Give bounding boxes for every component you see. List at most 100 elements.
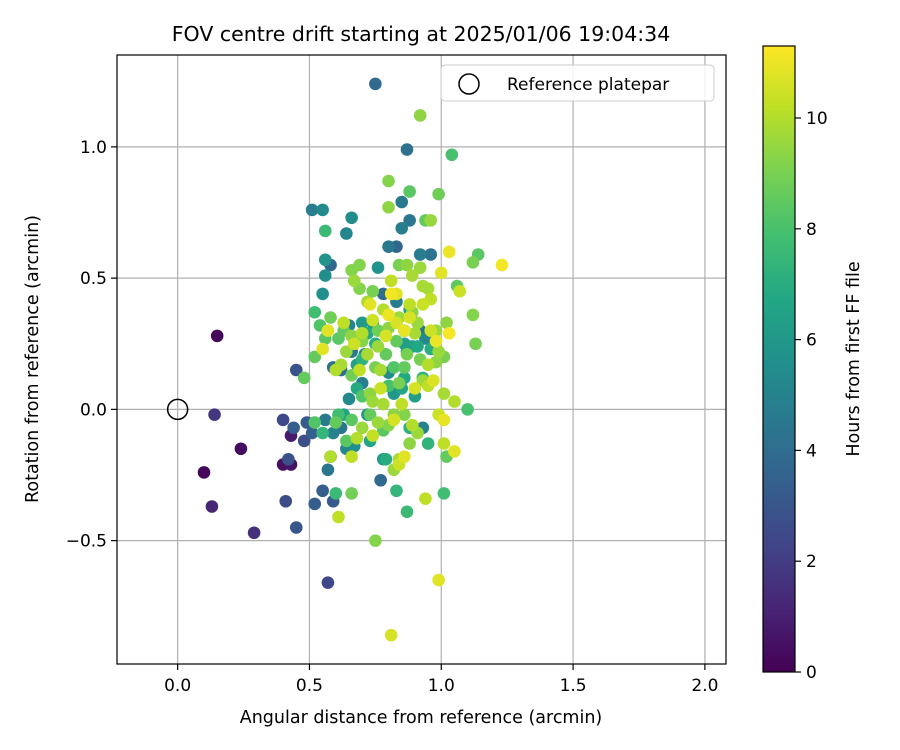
data-point (390, 484, 403, 498)
colorbar-tick-label: 2 (806, 552, 817, 572)
data-point (427, 374, 440, 387)
data-point (308, 305, 322, 319)
data-point (355, 421, 369, 435)
data-point (448, 445, 461, 458)
colorbar-tick-label: 4 (806, 441, 817, 461)
plot-frame (116, 54, 727, 665)
data-point (308, 416, 322, 429)
legend-label: Reference platepar (507, 75, 669, 95)
data-point (282, 452, 295, 466)
reference-marker-group (166, 398, 189, 421)
data-point (392, 376, 406, 390)
data-point (379, 452, 393, 466)
data-point (432, 187, 445, 201)
data-point (371, 261, 385, 274)
data-point (395, 397, 409, 411)
data-point (429, 334, 443, 348)
data-point (382, 308, 395, 322)
data-point (305, 203, 319, 217)
data-point (437, 487, 451, 500)
data-point (424, 248, 438, 261)
data-point (208, 408, 221, 421)
data-point (461, 403, 474, 416)
y-tick-label: 0.0 (80, 400, 107, 420)
x-axis-label: Angular distance from reference (arcmin) (240, 708, 603, 728)
data-point (382, 200, 395, 214)
data-point (403, 437, 416, 450)
data-point (347, 274, 361, 288)
data-point (387, 413, 401, 427)
data-point (289, 521, 303, 534)
data-point (469, 337, 482, 351)
data-point (363, 298, 377, 311)
data-point (374, 363, 387, 377)
data-point (355, 316, 369, 330)
legend-box (440, 64, 715, 102)
data-point (305, 426, 319, 440)
data-point (345, 450, 358, 463)
data-point (234, 442, 248, 456)
data-point (321, 324, 335, 337)
data-point (400, 143, 414, 156)
data-point (440, 316, 453, 330)
data-point (340, 434, 353, 448)
data-point (445, 148, 459, 162)
data-point (434, 266, 448, 280)
x-axis-ticks: 0.0 0.5 1.0 1.5 2.0 (164, 664, 718, 696)
data-point (408, 326, 422, 340)
data-point (405, 269, 419, 282)
data-point (374, 473, 387, 487)
y-tick-label: −0.5 (66, 532, 107, 552)
data-point (345, 413, 358, 427)
data-point (448, 395, 461, 408)
data-point (318, 413, 332, 427)
y-tick-label: 0.5 (80, 269, 107, 289)
data-point (437, 413, 451, 427)
data-point (318, 253, 332, 267)
data-point (495, 258, 509, 272)
data-point (361, 347, 374, 361)
x-tick-label: 1.0 (428, 676, 455, 696)
data-point (205, 500, 219, 513)
data-point (432, 573, 445, 587)
colorbar-tick-label: 6 (806, 331, 817, 351)
data-point (421, 358, 435, 372)
data-point (408, 382, 422, 395)
data-point (353, 363, 366, 377)
data-point (384, 287, 398, 301)
colorbar-frame (762, 45, 796, 673)
data-point (437, 387, 451, 400)
data-point (210, 329, 224, 343)
data-point (318, 269, 332, 282)
data-point (326, 426, 340, 440)
data-point (390, 334, 403, 348)
data-point (398, 324, 411, 337)
data-point (387, 361, 401, 374)
data-point (390, 316, 403, 330)
data-point (371, 416, 385, 429)
data-point (403, 311, 416, 324)
data-point (376, 397, 390, 411)
data-point (316, 287, 329, 301)
data-point (403, 214, 416, 227)
data-point (321, 576, 335, 589)
data-point (416, 298, 430, 311)
data-point (347, 337, 361, 351)
colorbar-tick-label: 0 (806, 663, 817, 683)
data-point (321, 463, 335, 477)
data-point (324, 450, 337, 463)
data-point (437, 437, 451, 450)
data-point (332, 510, 345, 524)
data-point (342, 392, 356, 406)
data-point (289, 363, 303, 377)
data-point (424, 214, 438, 227)
colorbar: 0 2 4 6 8 10 Hours from first FF file (762, 45, 864, 683)
data-point (316, 203, 329, 217)
data-point (340, 345, 353, 358)
data-point (363, 408, 377, 421)
colorbar-label: Hours from first FF file (844, 261, 864, 456)
data-point (424, 324, 438, 337)
data-point (297, 434, 311, 448)
data-point (353, 258, 366, 272)
data-point (400, 347, 414, 361)
